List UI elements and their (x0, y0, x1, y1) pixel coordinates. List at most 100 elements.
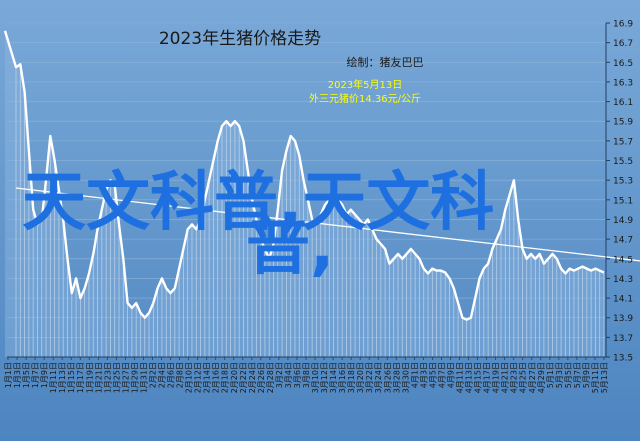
watermark-line-1: 天文科普,天文科 (22, 166, 494, 240)
x-tick-label: 3月20日 (356, 362, 365, 393)
x-tick-label: 4月11日 (456, 362, 465, 393)
x-tick-label: 4月1日 (410, 362, 419, 388)
x-tick-label: 3月28日 (392, 362, 401, 393)
x-tick-label: 4月5日 (428, 362, 437, 388)
x-tick-label: 1月1日 (4, 362, 13, 388)
x-tick-label: 1月11日 (49, 362, 58, 393)
x-tick-label: 4月19日 (492, 362, 501, 393)
x-tick-label: 3月10日 (311, 362, 320, 393)
x-tick-label: 1月13日 (58, 362, 67, 393)
x-tick-label: 3月22日 (365, 362, 374, 393)
x-tick-label: 5月1日 (546, 362, 555, 388)
trend-line (15, 187, 640, 262)
x-tick-label: 2月4日 (158, 362, 167, 388)
y-tick-label: 15.1 (613, 196, 633, 206)
x-axis-ticks: 1月1日 1月3日 1月5日 1月7日 1月9日 1月11日 1月13日 1月15日 1月17日… (4, 357, 609, 393)
chart-subtitle: 绘制：猪友巴巴 (347, 55, 424, 69)
x-tick-label: 4月23日 (510, 362, 519, 393)
x-tick-label: 2月26日 (257, 362, 266, 393)
x-tick-label: 3月24日 (374, 362, 383, 393)
x-tick-label: 4月17日 (483, 362, 492, 393)
x-tick-label: 1月27日 (121, 362, 130, 393)
y-tick-label: 13.5 (613, 354, 633, 364)
price-line (3, 30, 605, 321)
x-tick-label: 1月19日 (85, 362, 94, 393)
y-tick-label: 16.9 (613, 20, 633, 30)
price-line-path (3, 30, 605, 321)
y-tick-label: 13.9 (613, 314, 633, 324)
x-tick-label: 3月14日 (329, 362, 338, 393)
x-tick-label: 2月22日 (239, 362, 248, 393)
x-tick-label: 1月21日 (94, 362, 103, 393)
watermark-line-2: 普, (246, 210, 334, 284)
x-tick-label: 3月16日 (338, 362, 347, 393)
x-tick-label: 3月6日 (293, 362, 302, 388)
axes (7, 23, 607, 358)
y-axis-ticks: 16.9 16.7 16.5 16.3 16.1 15.9 15.7 15.5 15.3 15.1… (606, 20, 633, 364)
y-tick-label: 15.3 (613, 177, 633, 187)
y-tick-label: 13.7 (613, 334, 633, 344)
x-tick-label: 4月9日 (446, 362, 455, 388)
x-tick-label: 3月26日 (383, 362, 392, 393)
x-tick-label: 2月24日 (248, 362, 257, 393)
x-tick-label: 2月2日 (148, 362, 157, 388)
y-tick-label: 15.5 (613, 157, 633, 167)
y-tick-label: 16.3 (613, 78, 633, 88)
trend-line-segment (15, 187, 640, 262)
x-tick-label: 2月18日 (221, 362, 230, 393)
x-tick-label: 4月15日 (474, 362, 483, 393)
x-tick-label: 5月13日 (600, 362, 609, 393)
x-tick-label: 1月17日 (76, 362, 85, 393)
x-tick-label: 2月20日 (230, 362, 239, 393)
y-tick-label: 16.5 (613, 59, 633, 69)
chart-title: 2023年生猪价格走势 (159, 29, 321, 49)
x-tick-label: 5月9日 (582, 362, 591, 388)
x-tick-label: 2月8日 (176, 362, 185, 388)
x-tick-label: 1月25日 (112, 362, 121, 393)
x-tick-label: 1月29日 (130, 362, 139, 393)
y-tick-label: 15.7 (613, 137, 633, 147)
y-tick-label: 15.9 (613, 118, 633, 128)
x-tick-label: 4月7日 (437, 362, 446, 388)
x-tick-label: 5月11日 (591, 362, 600, 393)
x-tick-label: 5月7日 (573, 362, 582, 388)
x-tick-label: 3月2日 (275, 362, 284, 388)
x-tick-label: 2月14日 (203, 362, 212, 393)
x-tick-label: 4月13日 (465, 362, 474, 393)
x-tick-label: 3月12日 (320, 362, 329, 393)
x-tick-label: 1月15日 (67, 362, 76, 393)
gridlines (7, 22, 606, 358)
x-tick-label: 4月25日 (519, 362, 528, 393)
y-tick-label: 14.3 (613, 275, 633, 285)
x-tick-label: 1月23日 (103, 362, 112, 393)
x-tick-label: 4月21日 (501, 362, 510, 393)
x-tick-label: 1月7日 (31, 362, 40, 388)
x-tick-label: 3月4日 (284, 362, 293, 388)
y-tick-label: 14.7 (613, 236, 633, 246)
y-tick-label: 14.1 (613, 295, 633, 305)
x-tick-label: 4月3日 (419, 362, 428, 388)
area-shape (5, 30, 604, 357)
x-tick-label: 3月8日 (302, 362, 311, 388)
x-tick-label: 2月10日 (185, 362, 194, 393)
x-tick-label: 4月29日 (537, 362, 546, 393)
y-tick-label: 14.5 (613, 255, 633, 265)
x-tick-label: 5月3日 (555, 362, 564, 388)
annotation-date: 2023年5月13日 (328, 78, 403, 91)
x-tick-label: 4月27日 (528, 362, 537, 393)
x-tick-label: 2月16日 (212, 362, 221, 393)
x-tick-label: 1月5日 (22, 362, 31, 388)
area-fill (5, 30, 605, 357)
x-tick-label: 2月28日 (266, 362, 275, 393)
annotation-price: 外三元猪价14.36元/公斤 (309, 93, 421, 105)
x-tick-label: 1月31日 (139, 362, 148, 393)
y-tick-label: 14.9 (613, 216, 633, 226)
x-tick-label: 5月5日 (564, 362, 573, 388)
x-tick-label: 3月30日 (401, 362, 410, 393)
x-tick-label: 2月12日 (194, 362, 203, 393)
y-tick-label: 16.7 (613, 39, 633, 49)
x-tick-label: 1月3日 (13, 362, 22, 388)
x-tick-label: 3月18日 (347, 362, 356, 393)
